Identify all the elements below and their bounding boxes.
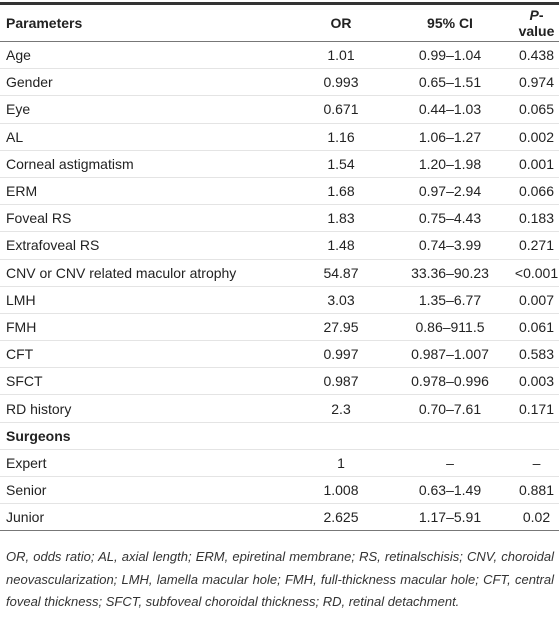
table-header: Parameters OR 95% CI P-value <box>0 3 559 42</box>
table-cell: 1.008 <box>296 476 386 505</box>
table-cell: 0.061 <box>514 313 559 342</box>
table-row: Foveal RS 1.83 0.75–4.43 0.183 <box>0 204 559 233</box>
header-cell: Parameters <box>6 15 83 31</box>
table-cell: LMH <box>0 286 296 314</box>
table-cell: 1.20–1.98 <box>386 150 514 178</box>
table-cell: 1.54 <box>296 150 386 178</box>
header-cell: 95% CI <box>427 15 473 31</box>
table-row: RD history 2.3 0.70–7.61 0.171 <box>0 394 559 423</box>
table-row: FMH 27.95 0.86–911.5 0.061 <box>0 313 559 342</box>
table-cell: 0.99–1.04 <box>386 41 514 70</box>
table-cell: 0.987 <box>296 367 386 396</box>
table-cell: – <box>514 449 559 478</box>
header-row: Parameters OR 95% CI P-value <box>0 3 559 42</box>
table-cell: 0.44–1.03 <box>386 95 514 124</box>
table-cell: 0.183 <box>514 204 559 233</box>
header-cell: P-value <box>514 4 559 42</box>
table-cell: SFCT <box>0 367 296 396</box>
table-row: Corneal astigmatism 1.54 1.20–1.98 0.001 <box>0 150 559 178</box>
table-cell: Corneal astigmatism <box>0 150 296 178</box>
table-cell: 0.75–4.43 <box>386 204 514 233</box>
table-cell: 0.74–3.99 <box>386 231 514 260</box>
table-cell: 0.63–1.49 <box>386 476 514 505</box>
table-cell: 0.007 <box>514 286 559 314</box>
table-row: CFT 0.997 0.987–1.007 0.583 <box>0 340 559 369</box>
table-row: Age 1.01 0.99–1.04 0.438 <box>0 41 559 70</box>
table-cell: Extrafoveal RS <box>0 231 296 260</box>
table-cell: ERM <box>0 177 296 206</box>
table-cell: 1.68 <box>296 177 386 206</box>
table-row: Extrafoveal RS 1.48 0.74–3.99 0.271 <box>0 231 559 260</box>
header-text: -value <box>518 7 555 39</box>
table-cell: RD history <box>0 394 296 423</box>
table-row: SFCT 0.987 0.978–0.996 0.003 <box>0 367 559 396</box>
table-cell: 0.978–0.996 <box>386 367 514 396</box>
table-cell: 0.065 <box>514 95 559 124</box>
table-cell: 2.625 <box>296 503 386 532</box>
results-table: Parameters OR 95% CI P-value Age 1.01 0.99–1.… <box>0 2 559 532</box>
table-cell: Senior <box>0 476 296 505</box>
table-row: Senior 1.008 0.63–1.49 0.881 <box>0 476 559 505</box>
table-cell: 1.35–6.77 <box>386 286 514 314</box>
table-cell: 0.70–7.61 <box>386 394 514 423</box>
table-cell: 1 <box>296 449 386 478</box>
table-body: Age 1.01 0.99–1.04 0.438 Gender 0.993 0.65–1.5… <box>0 41 559 532</box>
table-cell: Foveal RS <box>0 204 296 233</box>
table-row: Junior 2.625 1.17–5.91 0.02 <box>0 503 559 532</box>
table-cell: 0.066 <box>514 177 559 206</box>
table-cell: AL <box>0 123 296 151</box>
table-row: Eye 0.671 0.44–1.03 0.065 <box>0 95 559 124</box>
table-row: ERM 1.68 0.97–2.94 0.066 <box>0 177 559 206</box>
table-row: AL 1.16 1.06–1.27 0.002 <box>0 123 559 151</box>
table-cell: Age <box>0 41 296 70</box>
table-cell: – <box>386 449 514 478</box>
table-cell: 0.65–1.51 <box>386 68 514 97</box>
table-cell: 1.06–1.27 <box>386 123 514 151</box>
table-cell: <0.001 <box>514 259 559 287</box>
table-cell: Eye <box>0 95 296 124</box>
table-cell: 0.02 <box>514 503 559 532</box>
header-cell: OR <box>330 15 352 31</box>
table-cell: 54.87 <box>296 259 386 287</box>
table-row: Gender 0.993 0.65–1.51 0.974 <box>0 68 559 97</box>
table-cell: 1.17–5.91 <box>386 503 514 532</box>
table-cell: Expert <box>0 449 296 478</box>
table-cell: CNV or CNV related maculor atrophy <box>0 259 296 287</box>
table-cell: 0.001 <box>514 150 559 178</box>
table-cell: 0.003 <box>514 367 559 396</box>
table-cell: 2.3 <box>296 394 386 423</box>
table-cell: Gender <box>0 68 296 97</box>
table-cell: 0.997 <box>296 340 386 369</box>
footnote: OR, odds ratio; AL, axial length; ERM, e… <box>6 549 554 609</box>
table-cell: 27.95 <box>296 313 386 342</box>
table-cell: 0.671 <box>296 95 386 124</box>
header-italic: P <box>529 7 539 23</box>
table-cell: 1.48 <box>296 231 386 260</box>
table-cell: 0.881 <box>514 476 559 505</box>
table-cell: FMH <box>0 313 296 342</box>
table-cell: 0.987–1.007 <box>386 340 514 369</box>
table-row: Expert 1– – <box>0 449 559 478</box>
table-cell: 0.97–2.94 <box>386 177 514 206</box>
table-cell: 3.03 <box>296 286 386 314</box>
table-row: CNV or CNV related maculor atrophy 54.87 3… <box>0 259 559 287</box>
table-cell: 0.002 <box>514 123 559 151</box>
table-cell: 0.974 <box>514 68 559 97</box>
table-cell: CFT <box>0 340 296 369</box>
table-cell: 0.171 <box>514 394 559 423</box>
table-cell: 1.01 <box>296 41 386 70</box>
table-cell: 33.36–90.23 <box>386 259 514 287</box>
table-cell: Surgeons <box>0 422 559 450</box>
table-cell: 0.271 <box>514 231 559 260</box>
table-cell: 0.438 <box>514 41 559 70</box>
table-row: LMH 3.03 1.35–6.77 0.007 <box>0 286 559 314</box>
table-cell: 0.993 <box>296 68 386 97</box>
table-cell: 1.83 <box>296 204 386 233</box>
group-row: Surgeons <box>0 422 559 450</box>
table-cell: Junior <box>0 503 296 532</box>
table-cell: 0.86–911.5 <box>386 313 514 342</box>
table-cell: 1.16 <box>296 123 386 151</box>
table-cell: 0.583 <box>514 340 559 369</box>
